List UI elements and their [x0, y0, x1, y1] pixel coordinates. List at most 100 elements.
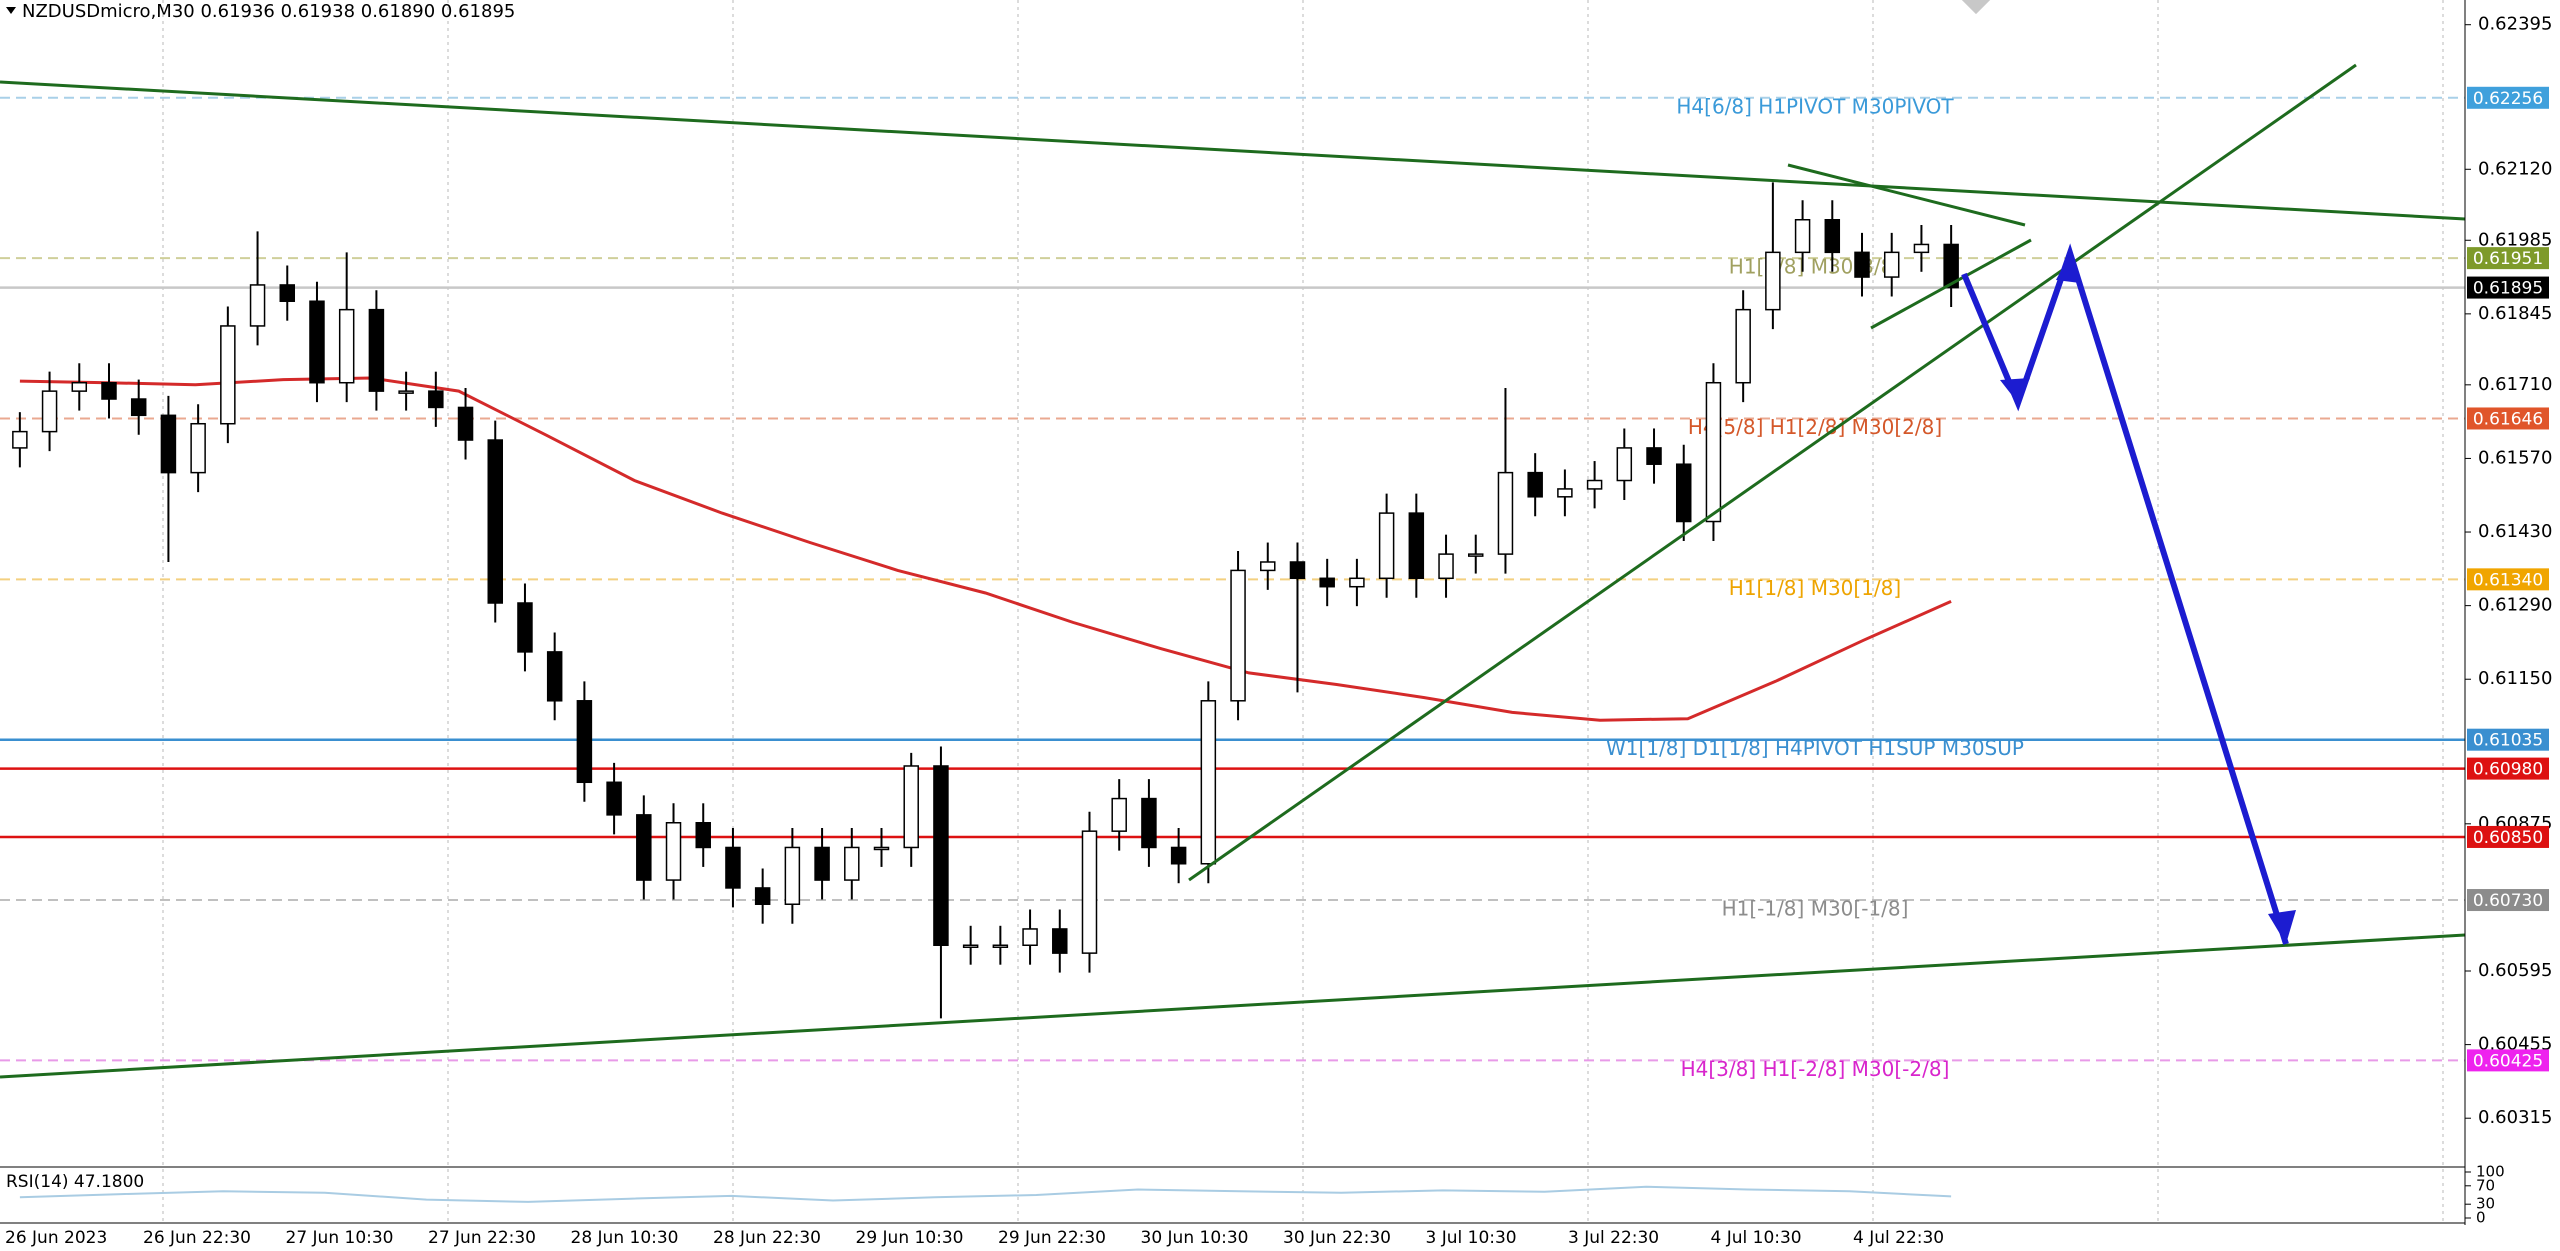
levels: H4[6/8] H1PIVOT M30PIVOT H1[3/8] M30[3/8]… [0, 94, 2465, 1081]
candle-body [1408, 512, 1425, 580]
candle-body [1141, 797, 1157, 849]
candle-body [992, 944, 1009, 948]
x-tick-label: 26 Jun 2023 [5, 1228, 107, 1248]
candle-body [338, 308, 355, 384]
candle-body [220, 325, 236, 425]
candle-body [1527, 471, 1543, 498]
price-tag-label: 0.61646 [2473, 409, 2543, 429]
level-label: W1[1/8] D1[1/8] H4PIVOT H1SUP M30SUP [1606, 736, 2024, 760]
candle-body [160, 414, 177, 474]
candle-body [428, 390, 444, 409]
y-tick-label: 0.61570 [2478, 447, 2552, 468]
candle-body [368, 308, 385, 392]
trend-line [0, 933, 2466, 1079]
candle-body [1646, 447, 1662, 465]
price-tag [2467, 889, 2549, 912]
candle-body [1052, 928, 1068, 954]
candle-body [1735, 308, 1751, 384]
level-label: H1[3/8] M30[3/8] [1729, 255, 1901, 279]
y-tick-label: 0.61430 [2478, 521, 2552, 542]
trend-line [0, 80, 2466, 221]
rsi-tick-label: 70 [2476, 1176, 2495, 1194]
rsi-label: RSI(14) 47.1800 [6, 1172, 144, 1192]
x-tick-label: 30 Jun 10:30 [1141, 1228, 1249, 1248]
candle-body [1378, 512, 1395, 580]
y-tick-label: 0.60595 [2478, 960, 2552, 981]
rsi-tick-label: 100 [2476, 1163, 2505, 1181]
y-tick-label: 0.61985 [2478, 229, 2552, 250]
candle-body [1022, 928, 1038, 946]
x-tick-label: 27 Jun 10:30 [286, 1228, 394, 1248]
candle-body [1170, 846, 1187, 865]
candle-body [546, 651, 563, 702]
candle-body [903, 765, 919, 849]
candle-body [130, 398, 147, 417]
candle-body [1319, 577, 1335, 588]
arrow-head [2000, 378, 2030, 403]
x-tick-label: 3 Jul 22:30 [1568, 1228, 1659, 1248]
price-tag [2467, 728, 2549, 751]
candle-body [1705, 381, 1722, 523]
y-tick-label: 0.61845 [2478, 303, 2552, 324]
level-label: H1[1/8] M30[1/8] [1729, 576, 1901, 600]
y-tick-label: 0.61290 [2478, 595, 2552, 616]
x-tick-label: 27 Jun 22:30 [428, 1228, 536, 1248]
trend-line [1787, 163, 2026, 227]
price-tag-label: 0.60730 [2473, 891, 2543, 911]
price-tag-label: 0.61951 [2473, 249, 2543, 269]
candle-body [1557, 488, 1573, 498]
candle-body [487, 439, 503, 604]
candle-body [41, 390, 58, 433]
candle-body [814, 846, 830, 881]
x-tick-label: 26 Jun 22:30 [143, 1228, 251, 1248]
candle-body [249, 284, 266, 327]
y-tick-label: 0.61710 [2478, 374, 2552, 395]
y-tick-label: 0.62120 [2478, 158, 2552, 179]
price-tag-label: 0.60425 [2473, 1051, 2543, 1071]
candle-body [517, 602, 533, 653]
y-tick-label: 0.60315 [2478, 1107, 2552, 1128]
chart-title: NZDUSDmicro,M30 0.61936 0.61938 0.61890 … [22, 1, 515, 22]
candle-body [1200, 700, 1217, 865]
candle-body [1854, 251, 1870, 278]
price-tag [2467, 568, 2549, 591]
candle-body [962, 944, 979, 948]
candle-body [279, 284, 296, 302]
price-tag [2467, 825, 2549, 848]
candle-body [457, 406, 474, 441]
candle-body [12, 430, 28, 449]
price-tag [2467, 276, 2549, 299]
candle-body [1111, 797, 1127, 832]
candle-body [101, 381, 117, 400]
candle-body [1586, 479, 1603, 490]
forecast-arrow [1961, 243, 2289, 945]
candle-body [1883, 251, 1900, 278]
price-tag-label: 0.61035 [2473, 731, 2543, 751]
candle-body [665, 822, 682, 881]
level-label: H4[3/8] H1[-2/8] M30[-2/8] [1681, 1057, 1950, 1081]
candle-body [309, 300, 325, 384]
price-tag [2467, 407, 2549, 430]
candle-body [1230, 569, 1246, 702]
candle-body [576, 700, 593, 784]
x-tick-label: 30 Jun 22:30 [1283, 1228, 1391, 1248]
trend-line [1870, 238, 2032, 330]
candle-body [933, 765, 949, 946]
arrow-head [2268, 910, 2296, 944]
price-tag-label: 0.62256 [2473, 89, 2543, 109]
x-tick-label: 29 Jun 22:30 [998, 1228, 1106, 1248]
candle-body [1675, 463, 1692, 523]
drawings [0, 63, 2466, 1079]
price-tag [2467, 247, 2549, 270]
x-tick-label: 28 Jun 22:30 [713, 1228, 821, 1248]
candle-body [1260, 561, 1276, 572]
candle-body [71, 381, 88, 392]
object-marker [1961, 0, 1991, 15]
x-tick-label: 3 Jul 10:30 [1426, 1228, 1517, 1248]
candle-body [1349, 577, 1365, 588]
candle-body [606, 781, 622, 816]
candle-body [1913, 243, 1930, 254]
y-tick-label: 0.62395 [2478, 14, 2552, 35]
